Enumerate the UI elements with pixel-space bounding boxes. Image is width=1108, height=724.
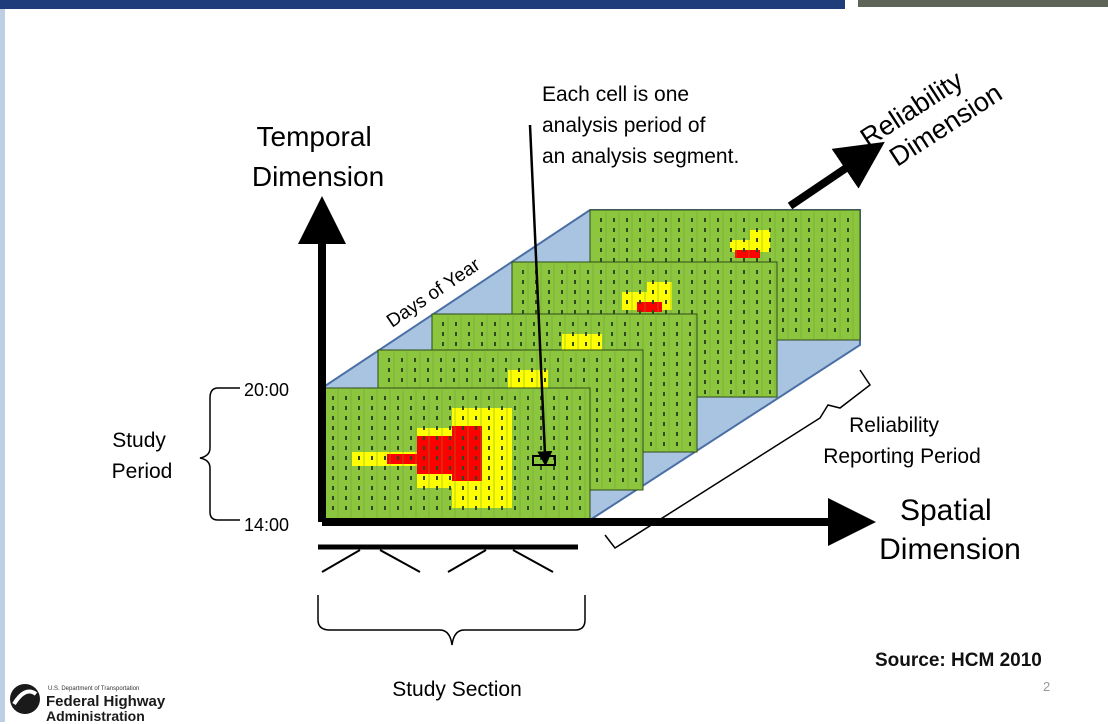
callout-text: Each cell is one analysis period of an a… — [542, 83, 739, 168]
agency-name-line2: Administration — [46, 708, 145, 724]
header-bar — [0, 0, 845, 9]
study-section-brace — [317, 595, 586, 646]
agency-logo: U.S. Department of Transportation Federa… — [8, 682, 188, 724]
dot-logo-icon — [10, 684, 40, 714]
highlighted-cell — [532, 455, 556, 466]
time-label-bottom: 14:00 — [244, 515, 289, 535]
reliability-label: Reliability Dimension — [855, 51, 1007, 180]
temporal-label: Temporal Dimension — [252, 121, 384, 192]
spatial-label: Spatial Dimension — [879, 494, 1021, 566]
slide-left-border — [0, 9, 5, 722]
reliability-axis — [787, 141, 885, 210]
reporting-period-brace — [604, 369, 872, 550]
agency-small-text: U.S. Department of Transportation — [48, 686, 140, 692]
segment-ramps — [321, 549, 554, 573]
grid-panel — [321, 387, 591, 521]
study-period-brace — [199, 387, 240, 521]
page-number: 2 — [1043, 679, 1051, 694]
time-label-top: 20:00 — [244, 380, 289, 400]
analysis-grid-panels — [321, 209, 861, 521]
study-period-label: Study Period — [112, 429, 173, 483]
agency-name-line1: Federal Highway — [46, 693, 166, 710]
header-photo — [858, 0, 1108, 7]
source-citation: Source: HCM 2010 — [875, 650, 1042, 671]
study-section-label: Study Section — [392, 678, 522, 701]
callout-arrow — [528, 124, 553, 467]
reporting-period-label: Reliability Reporting Period — [823, 414, 981, 468]
